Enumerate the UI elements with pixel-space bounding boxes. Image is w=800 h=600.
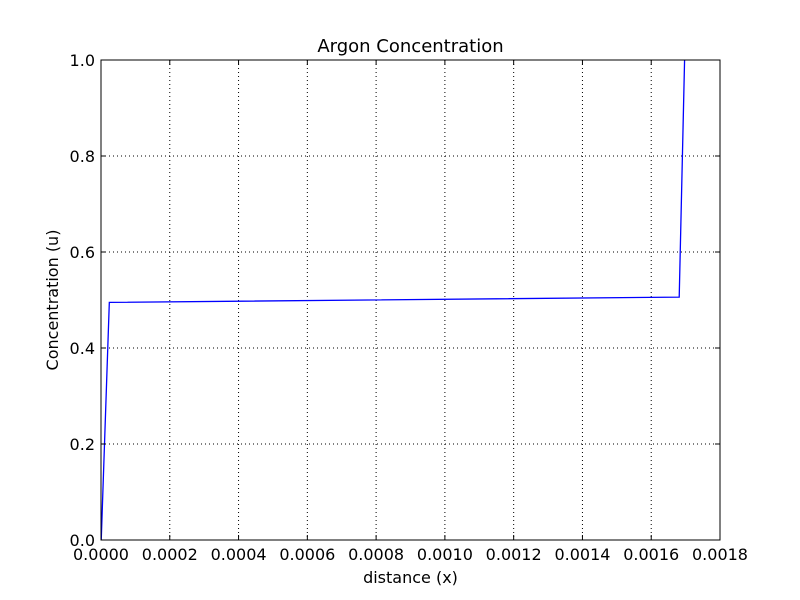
- x-tick-label: 0.0004: [211, 545, 267, 564]
- y-axis-label: Concentration (u): [43, 230, 62, 371]
- plot-area: [100, 59, 686, 541]
- plot-frame: [100, 59, 721, 541]
- x-axis-label: distance (x): [363, 568, 458, 587]
- x-tick-label: 0.0016: [623, 545, 679, 564]
- x-tick-label: 0.0000: [73, 545, 129, 564]
- chart-title: Argon Concentration: [317, 36, 503, 57]
- x-tick-label: 0.0006: [279, 545, 335, 564]
- y-tick-label: 0.6: [70, 243, 95, 262]
- y-tick-label: 0.2: [70, 435, 95, 454]
- x-tick-label: 0.0012: [486, 545, 542, 564]
- ticks: 0.0000 0.0002 0.0004 0.0006 0.0008 0.0010 0.00…: [70, 51, 748, 564]
- x-tick-label: 0.0018: [692, 545, 748, 564]
- x-tick-label: 0.0010: [417, 545, 473, 564]
- y-tick-label: 0.4: [70, 339, 95, 358]
- x-tick-label: 0.0008: [348, 545, 404, 564]
- y-tick-label: 0.8: [70, 147, 95, 166]
- x-tick-label: 0.0014: [554, 545, 610, 564]
- x-tick-label: 0.0002: [142, 545, 198, 564]
- series-line: [100, 59, 686, 541]
- y-tick-label: 1.0: [70, 51, 95, 70]
- y-tick-label: 0.0: [70, 531, 95, 550]
